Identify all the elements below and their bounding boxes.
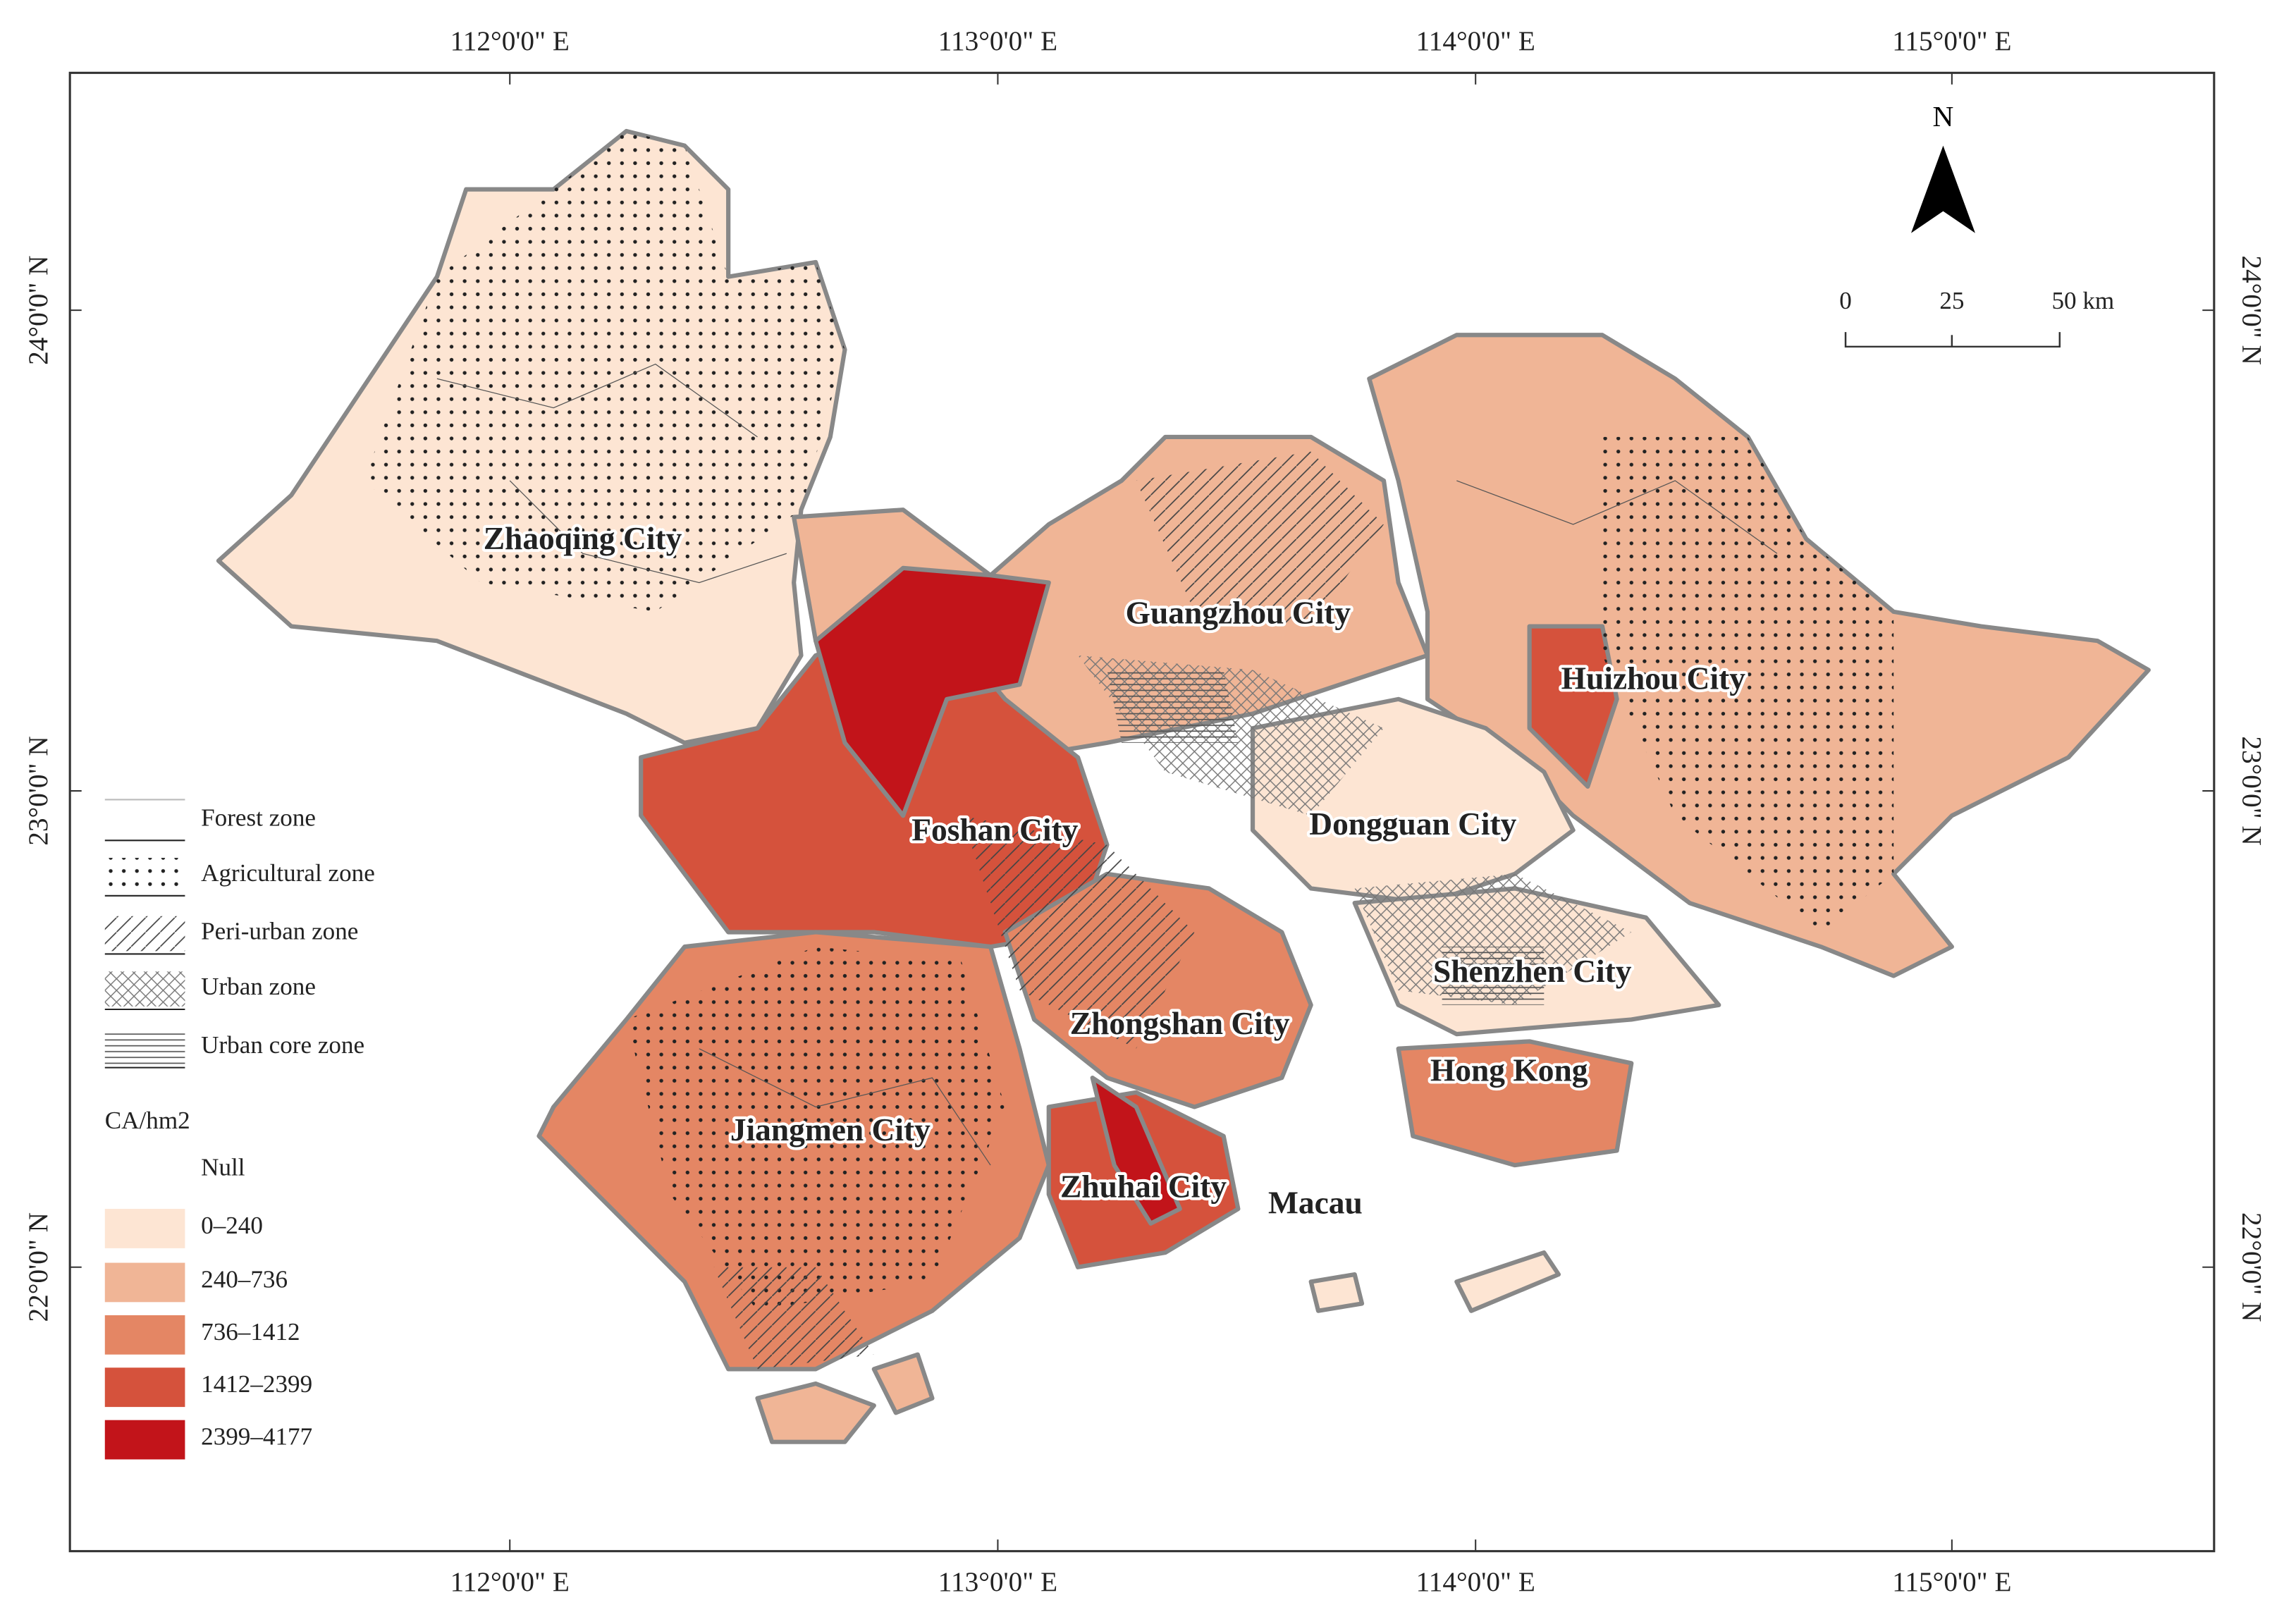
graticule-label: 114°0'0" E (1416, 26, 1535, 56)
scale-label: 25 (1939, 287, 1964, 314)
district-line (1456, 480, 1778, 554)
island (1454, 1250, 1561, 1313)
graticule-label: 23°0'0" N (2236, 736, 2266, 845)
legend-label: 0–240 (201, 1212, 263, 1239)
city-label: Zhaoqing City (484, 520, 682, 556)
island (755, 1381, 876, 1444)
graticule-label: 112°0'0" E (450, 1567, 570, 1597)
island (871, 1352, 935, 1415)
island (1308, 1272, 1365, 1313)
city-label: Huizhou City (1561, 660, 1746, 696)
huizhou-hotspot (1527, 624, 1619, 789)
legend-swatch (104, 858, 185, 893)
legend-swatch (104, 1262, 185, 1303)
legend-label: Null (201, 1153, 245, 1181)
city-label: Jiangmen City (730, 1112, 931, 1148)
district-line (699, 1048, 991, 1166)
city-label: Zhuhai City (1060, 1169, 1227, 1205)
scale-label: 50 km (2051, 287, 2114, 314)
peri-urban-pattern (713, 1267, 874, 1370)
core-hotspot (813, 565, 1051, 818)
legend-label: Peri-urban zone (201, 918, 358, 945)
legend-swatch (104, 971, 185, 1007)
peri-urban-pattern (1136, 451, 1384, 627)
legend-label: 240–736 (201, 1265, 288, 1293)
north-arrow-shape (1911, 145, 1975, 233)
legend: Forest zone Agricultural zone Peri-urban z… (104, 799, 375, 1460)
graticule: 112°0'0" E 113°0'0" E 114°0'0" E 115°0'0" E… (23, 26, 2267, 1597)
legend-label: Forest zone (201, 804, 316, 831)
legend-swatch (104, 916, 185, 952)
graticule-label: 113°0'0" E (938, 26, 1057, 56)
urban-pattern (1354, 873, 1632, 1005)
legend-label: Agricultural zone (201, 859, 375, 887)
agricultural-pattern (364, 130, 845, 612)
urban-core-pattern (1107, 670, 1239, 743)
legend-title: CA/hm2 (105, 1107, 190, 1134)
graticule-label: 115°0'0" E (1892, 1567, 2011, 1597)
city-label: Hong Kong (1430, 1052, 1588, 1088)
city-label: Macau (1268, 1184, 1363, 1220)
legend-label: 736–1412 (201, 1318, 300, 1346)
city-label: Zhongshan City (1070, 1005, 1290, 1041)
graticule-label: 112°0'0" E (450, 26, 570, 56)
scale-bar: 0 25 50 km (1839, 287, 2114, 348)
scale-label: 0 (1839, 287, 1852, 314)
graticule-label: 24°0'0" N (2236, 255, 2266, 364)
hongkong-region (1396, 1039, 1634, 1168)
north-label: N (1933, 100, 1954, 133)
north-arrow: N (1911, 100, 1975, 233)
legend-swatch (104, 1209, 185, 1248)
legend-label: 2399–4177 (201, 1423, 312, 1451)
city-labels: Zhaoqing City Guangzhou City Huizhou City F… (481, 517, 1749, 1224)
legend-label: Urban core zone (201, 1031, 364, 1059)
city-label: Foshan City (911, 811, 1078, 847)
legend-label: 1412–2399 (201, 1370, 312, 1398)
legend-swatch (104, 1029, 185, 1065)
graticule-label: 114°0'0" E (1416, 1567, 1535, 1597)
urban-core-pattern (1442, 947, 1545, 1005)
legend-swatch (104, 1420, 185, 1460)
peri-urban-pattern (961, 816, 1195, 1049)
graticule-label: 22°0'0" N (2236, 1212, 2266, 1322)
legend-label: Urban zone (201, 973, 316, 1000)
district-line (436, 363, 758, 438)
graticule-label: 22°0'0" N (23, 1212, 54, 1322)
city-label: Guangzhou City (1126, 595, 1351, 631)
zhuhai-hotspot (1090, 1076, 1182, 1226)
zone-patterns (364, 130, 1894, 1370)
graticule-label: 24°0'0" N (23, 255, 54, 364)
graticule-label: 113°0'0" E (938, 1567, 1057, 1597)
district-line (509, 480, 787, 584)
city-label: Shenzhen City (1433, 953, 1632, 989)
legend-swatch (104, 1367, 185, 1408)
graticule-label: 115°0'0" E (1892, 26, 2011, 56)
graticule-label: 23°0'0" N (23, 736, 54, 845)
city-label: Dongguan City (1309, 806, 1516, 842)
legend-swatch (104, 1315, 185, 1355)
agricultural-pattern (626, 947, 1005, 1311)
agricultural-pattern (1602, 436, 1894, 933)
